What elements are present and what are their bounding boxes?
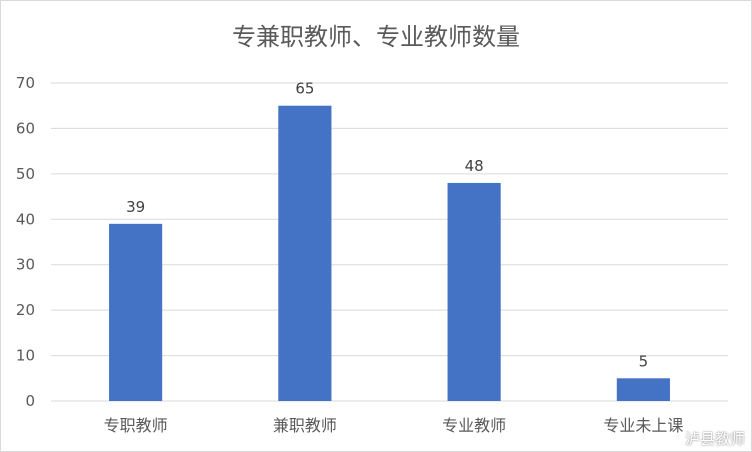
y-tick-label: 30 xyxy=(16,256,35,274)
y-tick-label: 40 xyxy=(16,210,35,228)
data-label: 39 xyxy=(126,198,145,216)
x-tick-label: 专业教师 xyxy=(442,416,506,435)
data-label: 65 xyxy=(295,80,314,98)
bar xyxy=(616,378,670,401)
y-tick-label: 10 xyxy=(16,347,35,365)
y-tick-label: 20 xyxy=(16,301,35,319)
x-tick-label: 专职教师 xyxy=(104,416,168,435)
data-label: 48 xyxy=(465,157,484,175)
y-tick-label: 0 xyxy=(25,392,35,410)
bar xyxy=(278,105,332,401)
watermark: 泸县教师 xyxy=(684,430,745,448)
bar xyxy=(109,223,163,401)
y-tick-label: 60 xyxy=(16,119,35,137)
chart-title: 专兼职教师、专业教师数量 xyxy=(232,23,520,51)
y-tick-label: 70 xyxy=(16,74,35,92)
y-tick-label: 50 xyxy=(16,165,35,183)
data-label: 5 xyxy=(639,352,649,370)
bar xyxy=(447,182,501,401)
x-tick-label: 专业未上课 xyxy=(603,416,683,435)
x-tick-label: 兼职教师 xyxy=(273,416,337,435)
